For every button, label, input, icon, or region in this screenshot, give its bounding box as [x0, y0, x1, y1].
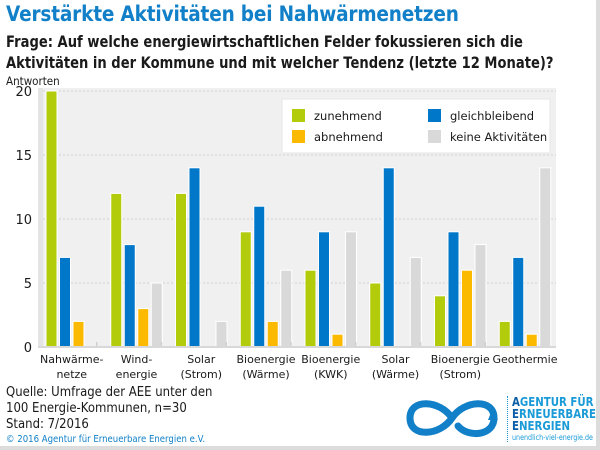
x-tick-label: (Strom): [180, 368, 222, 381]
bar: [512, 256, 525, 348]
bar: [110, 192, 123, 348]
bar: [280, 269, 293, 348]
logo-divider: [507, 396, 508, 442]
logo-line-3: NERGIEN: [518, 419, 571, 433]
x-tick-label: Nahwärme-: [40, 353, 103, 366]
x-tick-label: (KWK): [314, 368, 348, 381]
bar: [137, 308, 150, 348]
bar: [498, 320, 511, 348]
x-tick-label: energie: [116, 368, 158, 381]
question-line-1: Frage: Auf welche energiewirtschaftliche…: [6, 32, 523, 51]
bar: [304, 269, 317, 348]
logo-url: unendlich-viel-energie.de: [512, 433, 593, 442]
x-tick-label: Solar: [187, 353, 216, 366]
legend-label: gleichbleibend: [450, 109, 534, 123]
y-tick-label: 10: [15, 213, 32, 228]
aee-logo: AGENTUR FÜR ERNEUERBARE ENERGIEN unendli…: [402, 390, 598, 446]
chart-title: Verstärkte Aktivitäten bei Nahwärmenetze…: [6, 2, 459, 26]
x-tick-label: netze: [56, 368, 87, 381]
x-tick-label: Solar: [381, 353, 410, 366]
bar: [331, 333, 344, 348]
question-line-2: Aktivitäten in der Kommune und mit welch…: [6, 53, 554, 72]
bar: [369, 282, 382, 348]
x-tick-label: Geothermie: [493, 353, 558, 366]
x-tick-label: Bioenergie: [431, 353, 490, 366]
bar: [345, 231, 357, 348]
y-tick-label: 15: [15, 149, 32, 164]
bar: [461, 269, 473, 348]
y-tick-label: 20: [15, 85, 32, 100]
x-tick-label: (Wärme): [242, 368, 289, 381]
legend-swatch: [428, 130, 441, 143]
x-tick-label: (Wärme): [372, 368, 419, 381]
x-tick-label: Bioenergie: [237, 353, 296, 366]
bar: [474, 244, 487, 348]
bar: [150, 282, 163, 348]
y-tick-label: 0: [24, 341, 32, 356]
bar: [266, 320, 279, 348]
y-axis-strip: [38, 88, 43, 347]
bar: [188, 167, 201, 348]
logo-lead-letter: E: [512, 419, 519, 433]
x-tick-label: (Strom): [439, 368, 481, 381]
legend-swatch: [428, 109, 441, 122]
bar: [59, 256, 71, 348]
bar: [409, 256, 422, 348]
logo-line-2: RNEUERBARE: [518, 407, 596, 421]
y-tick-label: 5: [24, 277, 32, 292]
bar: [253, 205, 266, 348]
bar: [447, 231, 460, 348]
bar: [45, 90, 58, 348]
bar: [72, 320, 85, 348]
logo-lead-letter: A: [512, 395, 520, 409]
legend-label: abnehmend: [314, 130, 383, 144]
legend-label: zunehmend: [314, 109, 382, 123]
logo-wordmark: AGENTUR FÜR ERNEUERBARE ENERGIEN: [512, 396, 596, 432]
source-line-2: 100 Energie-Kommunen, n=30: [6, 401, 187, 416]
x-tick-label: Wind-: [121, 353, 153, 366]
copyright-note: © 2016 Agentur für Erneuerbare Energien …: [6, 434, 206, 445]
x-tick-label: Bioenergie: [301, 353, 360, 366]
legend-label: keine Aktivitäten: [450, 130, 547, 144]
legend-swatch: [292, 109, 305, 122]
logo-lead-letter: E: [512, 407, 519, 421]
legend-box: [281, 98, 551, 154]
legend-swatch: [292, 130, 305, 143]
bar: [123, 244, 136, 348]
bar: [215, 320, 228, 348]
bar: [175, 192, 187, 348]
infinity-loop-icon: [406, 400, 498, 437]
source-note: Quelle: Umfrage der AEE unter den 100 En…: [6, 385, 212, 433]
bar: [318, 231, 330, 348]
bar: [434, 295, 446, 348]
bar: [239, 231, 252, 348]
bar: [525, 333, 538, 348]
chart-question: Frage: Auf welche energiewirtschaftliche…: [6, 31, 553, 73]
source-line-3: Stand: 7/2016: [6, 417, 89, 432]
logo-line-1: GENTUR FÜR: [519, 395, 594, 409]
source-line-1: Quelle: Umfrage der AEE unter den: [6, 385, 213, 400]
bar: [382, 167, 395, 348]
bar: [539, 167, 552, 348]
y-axis-label: Antworten: [6, 74, 60, 88]
